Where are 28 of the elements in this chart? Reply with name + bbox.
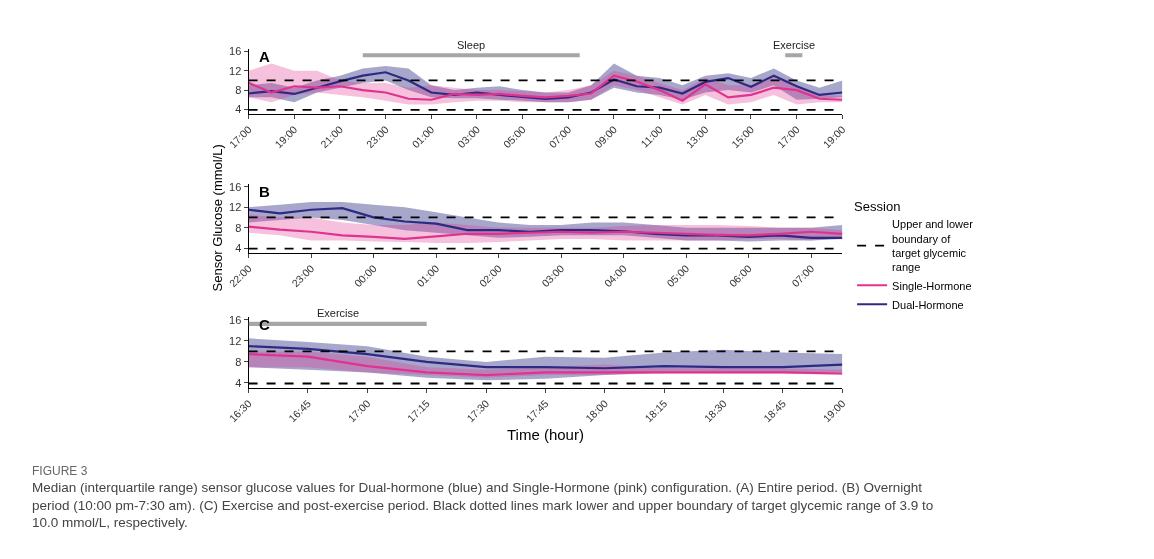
y-axis-title: Sensor Glucose (mmol/L) xyxy=(209,144,225,292)
band-label: Exercise xyxy=(317,307,360,319)
legend-label: Upper and lower boundary of target glycemic range xyxy=(892,218,974,274)
legend-label: Dual-Hormone xyxy=(892,298,964,311)
text: Median (interquartile range) sensor glucose values for Dual-hormone (blue) and Single-Hormone (pink) configuration. (A) Entire period. (B) Overnight period (10:00 pm-7:30 am). (C) Exercise and post-exercise period. Black dotted lines mark lower and upper boundary of target glycemic range of 3.9 to 10.0 mmol/L, respectively. xyxy=(32,480,934,531)
y-tick-label: 4 xyxy=(235,103,242,116)
y-tick-label: 4 xyxy=(235,241,242,254)
legend-title: Session xyxy=(854,198,901,214)
y-tick-label: 16 xyxy=(229,45,242,58)
x-axis-title: Time (hour) xyxy=(506,426,584,444)
band-label: Sleep xyxy=(457,39,486,51)
caption: FIGURE 3 xyxy=(32,464,88,478)
y-tick-label: 8 xyxy=(235,355,242,368)
chart-title: A xyxy=(259,48,270,65)
band-label: Exercise xyxy=(773,39,816,51)
chart-title: B xyxy=(259,183,270,200)
legend-label: Single-Hormone xyxy=(892,279,972,292)
y-tick-label: 8 xyxy=(235,83,242,96)
y-tick-label: 16 xyxy=(229,180,242,193)
y-tick-label: 4 xyxy=(235,376,242,389)
y-tick-label: 8 xyxy=(235,221,242,234)
y-tick-label: 16 xyxy=(229,313,242,326)
y-tick-label: 12 xyxy=(229,64,242,77)
y-tick-label: 12 xyxy=(229,201,242,214)
chart-title: C xyxy=(259,316,270,333)
line-series xyxy=(248,345,843,370)
line-series xyxy=(248,225,843,240)
y-tick-label: 12 xyxy=(229,334,242,347)
